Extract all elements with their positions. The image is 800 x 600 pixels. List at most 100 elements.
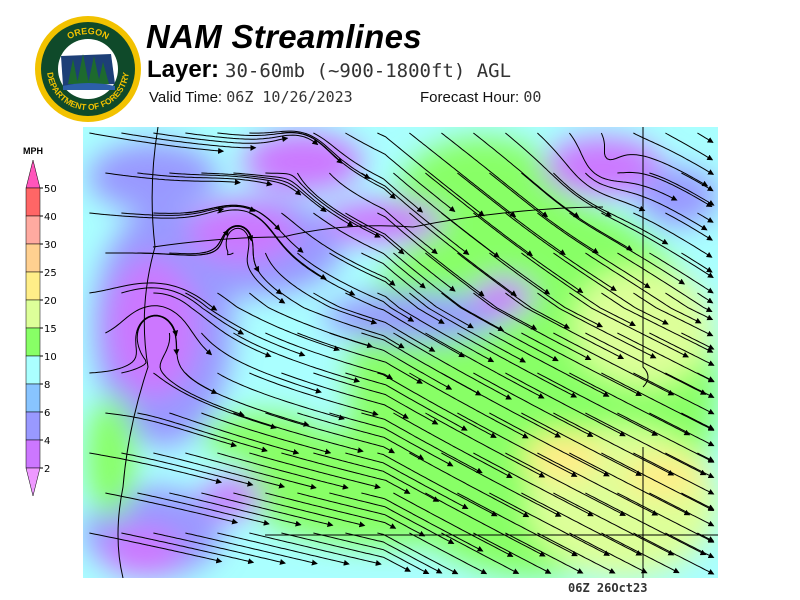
streamline — [489, 332, 610, 397]
legend-tick-label: 20 — [44, 296, 57, 307]
streamline — [281, 372, 409, 419]
forecast-hour-label: Forecast Hour: — [420, 89, 520, 106]
streamline — [297, 492, 426, 537]
streamline — [665, 132, 714, 161]
streamline — [601, 532, 680, 574]
streamline — [249, 372, 379, 417]
streamline — [393, 492, 514, 557]
streamline — [505, 212, 617, 292]
streamline — [585, 412, 707, 476]
streamline — [697, 452, 715, 462]
streamline — [553, 492, 675, 556]
streamline — [457, 172, 566, 256]
streamline — [361, 172, 470, 255]
streamline — [89, 452, 223, 485]
streamline — [665, 292, 714, 321]
streamline — [633, 452, 715, 495]
streamline — [159, 332, 245, 417]
streamline — [297, 332, 423, 384]
valid-time-value: 06Z 10/26/2023 — [226, 88, 353, 106]
timestamp-stamp: 06Z 26Oct23 — [568, 581, 648, 595]
streamline — [457, 252, 570, 329]
valid-time: Valid Time: 06Z 10/26/2023 — [149, 88, 353, 106]
streamline — [569, 452, 691, 516]
streamline — [121, 205, 256, 216]
streamline — [601, 212, 714, 279]
streamline — [537, 212, 651, 289]
streamline — [121, 315, 180, 374]
streamline — [329, 252, 445, 324]
streamline — [521, 492, 643, 556]
streamline — [681, 412, 715, 430]
streamline — [633, 212, 713, 258]
streamline — [505, 452, 627, 516]
streamline — [697, 372, 715, 382]
streamline — [201, 172, 327, 213]
streamline — [281, 212, 396, 286]
streamline — [89, 207, 225, 219]
columbia-river-border — [152, 206, 604, 248]
streamline — [377, 372, 497, 438]
streamline — [281, 131, 396, 200]
streamline — [217, 532, 350, 566]
streamline — [585, 492, 707, 556]
streamline — [281, 292, 405, 349]
streamline — [441, 452, 562, 517]
streamline — [569, 132, 678, 201]
streamline — [249, 212, 356, 296]
streamline — [681, 332, 715, 350]
streamline — [457, 412, 578, 477]
streamline — [617, 252, 713, 312]
streamline — [537, 132, 646, 212]
streamline — [489, 252, 604, 328]
legend-unit: MPH — [23, 146, 43, 156]
streamline — [185, 372, 310, 427]
streamline — [681, 252, 713, 273]
layer-info: Layer: 30-60mb (~900-1800ft) AGL — [147, 56, 511, 84]
streamline — [649, 332, 715, 366]
legend-tick-label: 6 — [44, 408, 50, 419]
streamline — [361, 492, 484, 552]
streamline — [649, 412, 715, 447]
streamline — [665, 532, 715, 559]
streamline — [521, 412, 642, 476]
streamline — [329, 332, 453, 390]
streamline — [217, 372, 345, 421]
streamline — [473, 452, 594, 517]
streamline — [521, 332, 642, 396]
streamline — [137, 225, 254, 256]
streamline — [457, 492, 578, 557]
streamline — [441, 292, 559, 362]
streamline — [569, 532, 648, 574]
streamline — [569, 212, 686, 285]
streamline — [697, 532, 715, 542]
legend-bin — [25, 439, 41, 469]
legend-tick-label: 25 — [44, 268, 57, 279]
streamline — [665, 452, 715, 479]
streamline — [473, 292, 592, 361]
streamline — [249, 130, 371, 179]
color-legend: MPH 50 40 30 25 20 15 10 8 6 4 2 — [10, 142, 70, 502]
streamline — [345, 372, 468, 431]
streamline — [377, 452, 498, 517]
legend-tick-label: 30 — [44, 240, 57, 251]
streamline — [681, 172, 714, 192]
streamline — [313, 212, 426, 289]
streamline — [537, 292, 657, 359]
streamline — [217, 292, 340, 352]
streamline — [505, 292, 625, 360]
streamline — [409, 212, 517, 297]
streamline — [217, 209, 327, 280]
streamline — [185, 452, 317, 490]
streamline — [225, 227, 286, 304]
streamline — [265, 412, 395, 454]
streamline — [313, 452, 440, 502]
streamline — [553, 332, 675, 396]
legend-bin — [25, 411, 41, 441]
streamline — [233, 172, 354, 227]
streamline — [137, 412, 268, 453]
streamline — [313, 132, 424, 213]
streamline — [121, 132, 257, 151]
streamline — [185, 204, 304, 253]
legend-colorbar: MPH 50 40 30 25 20 15 10 8 6 4 2 — [23, 146, 57, 497]
